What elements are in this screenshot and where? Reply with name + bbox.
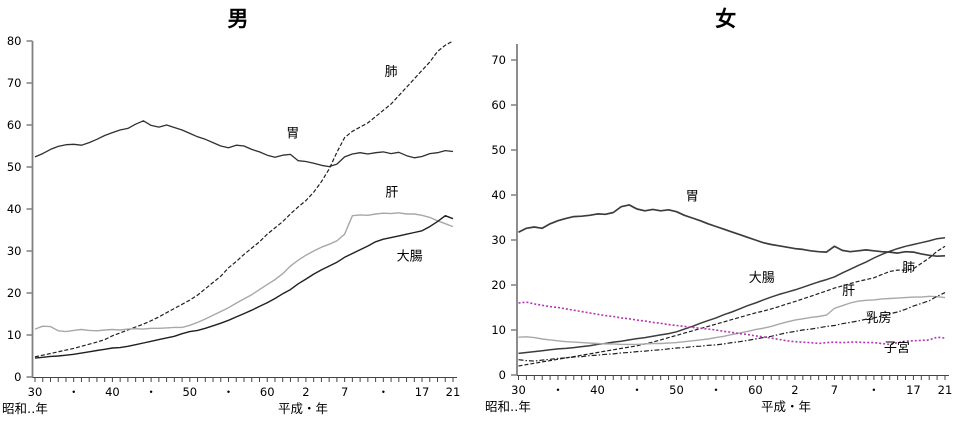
series-line-lung xyxy=(518,245,946,367)
x-tick-label: 17 xyxy=(906,383,921,397)
y-tick-label: 20 xyxy=(7,286,22,300)
x-tick-label: 30 xyxy=(511,383,526,397)
y-tick-label: 40 xyxy=(7,202,22,216)
series-label-lung: 肺 xyxy=(385,65,398,80)
x-tick-label: 17 xyxy=(415,385,430,399)
series-line-stomach xyxy=(34,120,454,168)
x-tick-label: 7 xyxy=(831,383,838,397)
chart-title: 女 xyxy=(715,7,736,31)
y-tick-label: 30 xyxy=(7,244,22,258)
series-label-liver: 肝 xyxy=(385,185,398,200)
y-tick-label: 0 xyxy=(499,368,506,382)
x-tick-label: 60 xyxy=(260,385,275,399)
series-line-stomach xyxy=(518,204,946,258)
y-tick-label: 60 xyxy=(491,98,506,112)
x-tick-label: ・ xyxy=(710,383,722,397)
x-tick-label: 21 xyxy=(446,385,461,399)
x-tick-label: 7 xyxy=(341,385,348,399)
female-chart-panel: 女 0 10 20 30 40 50 60 70 30 ・ 40 ・ 50 ・ 60 2 7 ・ 17 21 昭和‥年 平成… xyxy=(483,0,966,427)
male-chart-panel: 男 0 10 20 30 40 50 60 70 80 30 ・ 40 ・ 50 ・ 60 2 7 ・ 17 21 昭和‥年… xyxy=(2,7,461,416)
x-tick-label: 30 xyxy=(28,385,43,399)
series-line-colon xyxy=(34,214,454,359)
y-tick-label: 10 xyxy=(7,328,22,342)
chart-title: 男 xyxy=(228,7,249,31)
series-line-breast xyxy=(518,292,946,362)
era-label-heisei: 平成・年 xyxy=(278,401,328,416)
series-line-colon xyxy=(518,237,946,355)
era-label-heisei: 平成・年 xyxy=(761,399,811,414)
x-tick-label: ・ xyxy=(552,383,564,397)
x-tick-label: ・ xyxy=(631,383,643,397)
x-tick-label: ・ xyxy=(145,385,157,399)
y-tick-label: 50 xyxy=(7,160,22,174)
x-tick-label: ・ xyxy=(378,385,390,399)
female-cancer-trend-chart: 女 0 10 20 30 40 50 60 70 30 ・ 40 ・ 50 ・ 60 2 7 ・ 17 21 昭和‥年 平成… xyxy=(485,7,953,414)
era-label-showa: 昭和‥年 xyxy=(485,399,531,414)
series-line-liver xyxy=(34,212,454,333)
era-label-showa: 昭和‥年 xyxy=(2,401,48,416)
y-tick-label: 70 xyxy=(491,53,506,67)
y-tick-label: 40 xyxy=(491,188,506,202)
y-tick-label: 60 xyxy=(7,118,22,132)
series-line-lung xyxy=(34,40,454,358)
x-tick-label: 50 xyxy=(182,385,197,399)
series-label-lung: 肺 xyxy=(902,261,915,276)
series-label-uterus: 子宮 xyxy=(884,340,910,356)
x-tick-label: 60 xyxy=(748,383,763,397)
series-line-uterus xyxy=(518,301,946,346)
male-cancer-trend-chart: 男 0 10 20 30 40 50 60 70 80 30 ・ 40 ・ 50 ・ 60 2 7 ・ 17 21 昭和‥年… xyxy=(2,7,461,416)
series-label-colon: 大腸 xyxy=(749,271,775,286)
y-tick-label: 50 xyxy=(491,143,506,157)
y-tick-label: 10 xyxy=(491,323,506,337)
x-tick-label: 50 xyxy=(669,383,684,397)
x-tick-label: 40 xyxy=(590,383,605,397)
series-label-liver: 肝 xyxy=(842,284,855,299)
series-line-liver xyxy=(518,295,946,346)
series-label-breast: 乳房 xyxy=(866,310,892,326)
x-tick-label: 2 xyxy=(791,383,798,397)
series-label-stomach: 胃 xyxy=(686,189,699,204)
y-tick-label: 30 xyxy=(491,233,506,247)
x-tick-label: 21 xyxy=(938,383,953,397)
x-tick-label: 40 xyxy=(105,385,120,399)
x-tick-label: ・ xyxy=(68,385,80,399)
x-tick-label: ・ xyxy=(868,383,880,397)
series-label-stomach: 胃 xyxy=(286,127,299,142)
series-label-colon: 大腸 xyxy=(397,250,423,265)
y-tick-label: 20 xyxy=(491,278,506,292)
x-tick-label: ・ xyxy=(223,385,235,399)
y-tick-label: 70 xyxy=(7,76,22,90)
y-tick-label: 80 xyxy=(7,34,22,48)
x-tick-label: 2 xyxy=(302,385,309,399)
y-tick-label: 0 xyxy=(14,370,21,384)
